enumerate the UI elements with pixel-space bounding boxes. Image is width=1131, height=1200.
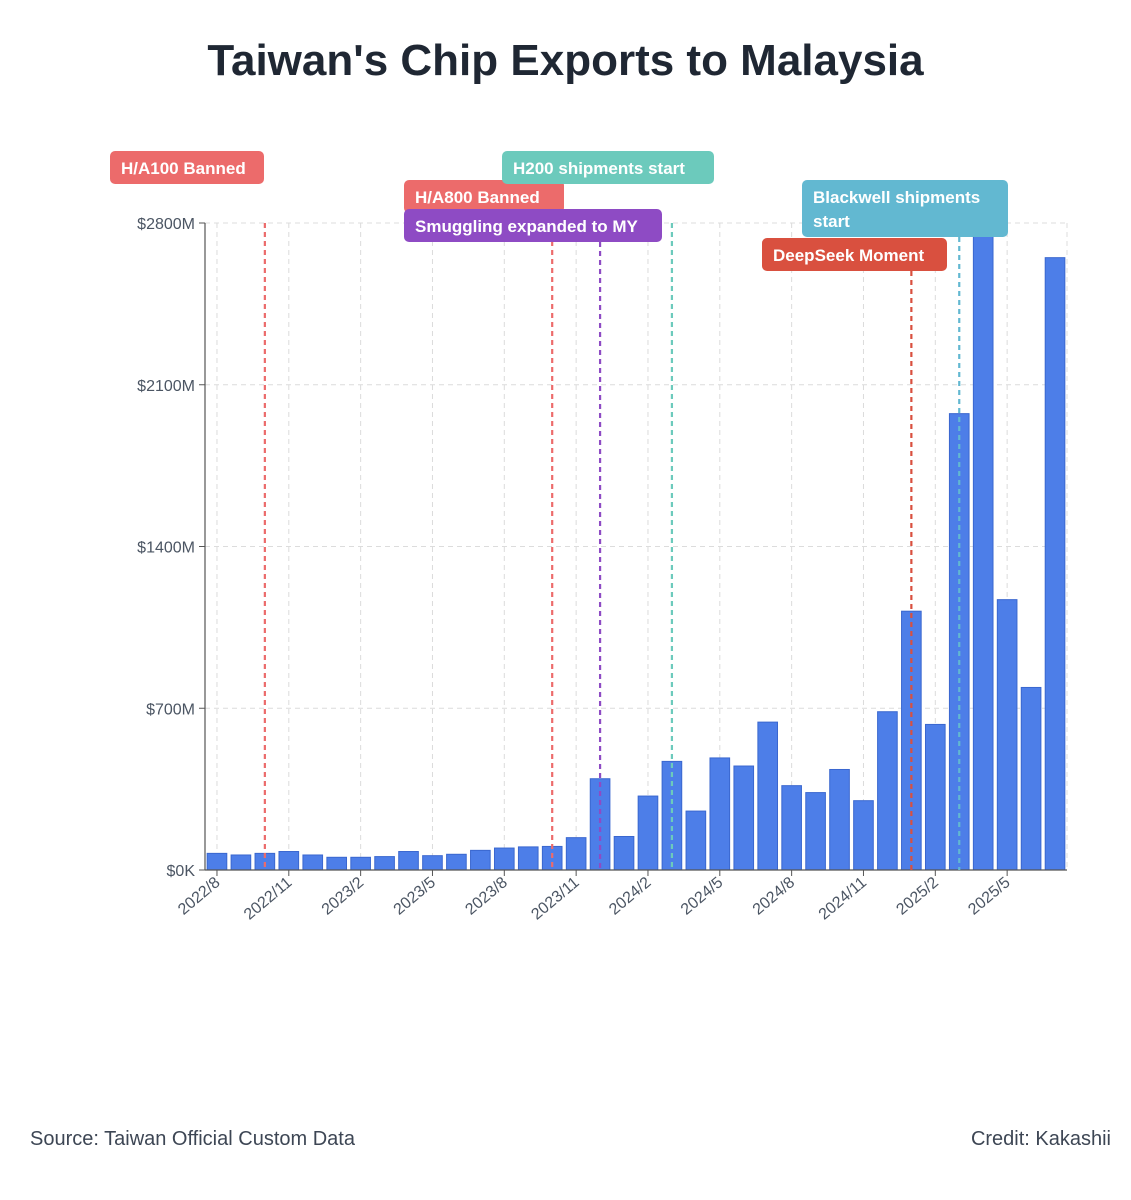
bars-layer xyxy=(206,222,1066,871)
bar xyxy=(996,599,1018,871)
bar xyxy=(685,810,707,871)
bar xyxy=(924,723,946,871)
bar xyxy=(302,854,324,871)
bar xyxy=(398,851,419,871)
x-tick-label: 2022/8 xyxy=(175,874,223,919)
annotation-label-box xyxy=(502,151,714,184)
source-note: Source: Taiwan Official Custom Data xyxy=(30,1128,355,1150)
x-tick-label: 2024/5 xyxy=(678,874,726,919)
annotation-label-box xyxy=(110,151,264,184)
bar xyxy=(709,757,731,871)
y-tick-label: $1400M xyxy=(137,540,195,557)
bar xyxy=(733,765,755,871)
bar xyxy=(350,856,371,871)
bar xyxy=(493,847,515,871)
bar xyxy=(374,856,395,871)
bar xyxy=(637,795,659,871)
bar xyxy=(278,851,300,871)
annotation-label-box xyxy=(404,180,564,213)
annotation-label-box xyxy=(404,209,662,242)
bar xyxy=(757,721,779,871)
x-tick-label: 2023/2 xyxy=(319,874,367,919)
bar xyxy=(206,852,228,871)
bar xyxy=(972,222,994,871)
bar xyxy=(517,846,539,871)
bar xyxy=(446,853,467,871)
bar-chart: $0K $700M $1400M $2100M $2800M 2022/8 2022/11 2… xyxy=(110,151,1068,924)
annotation-label: Smuggling expanded to MY xyxy=(415,217,639,236)
annotations-layer: H/A100 Banned H/A800 Banned Smuggling expa… xyxy=(110,151,1008,870)
credit-note: Credit: Kakashii xyxy=(970,1128,1111,1150)
bar xyxy=(781,785,802,871)
bar xyxy=(565,837,587,871)
bar xyxy=(805,792,826,871)
x-tick-label: 2023/5 xyxy=(391,874,439,919)
bar xyxy=(853,800,874,871)
annotation-label-box xyxy=(802,180,1008,237)
bar xyxy=(1044,257,1066,871)
bar xyxy=(470,849,491,871)
annotation-label: Blackwell shipments start xyxy=(813,188,980,231)
bar xyxy=(326,856,348,871)
x-tick-label: 2022/11 xyxy=(241,874,295,924)
annotation-label: H/A100 Banned xyxy=(121,159,246,178)
bar xyxy=(422,855,443,871)
x-tick-label: 2024/8 xyxy=(750,874,798,919)
x-tick-label: 2023/11 xyxy=(528,874,582,924)
x-tick-label: 2024/11 xyxy=(816,874,870,924)
bar xyxy=(877,711,898,871)
annotation-label-box xyxy=(762,238,947,271)
y-tick-label: $0K xyxy=(167,863,196,880)
x-tick-label: 2024/2 xyxy=(606,874,654,919)
y-tick-label: $700M xyxy=(146,701,195,718)
x-tick-label: 2023/8 xyxy=(462,874,510,919)
annotation-label: H/A800 Banned xyxy=(415,188,540,207)
y-tick-label: $2800M xyxy=(137,216,195,233)
bar xyxy=(613,835,635,871)
bar xyxy=(829,768,850,871)
annotation-label: DeepSeek Moment xyxy=(773,246,924,265)
bar xyxy=(230,854,252,871)
x-tick-label: 2025/2 xyxy=(893,874,941,919)
bar xyxy=(1020,686,1042,871)
y-tick-label: $2100M xyxy=(137,378,195,395)
chart-title: Taiwan's Chip Exports to Malaysia xyxy=(207,36,924,85)
x-tick-label: 2025/5 xyxy=(965,874,1013,919)
annotation-label: H200 shipments start xyxy=(513,159,685,178)
